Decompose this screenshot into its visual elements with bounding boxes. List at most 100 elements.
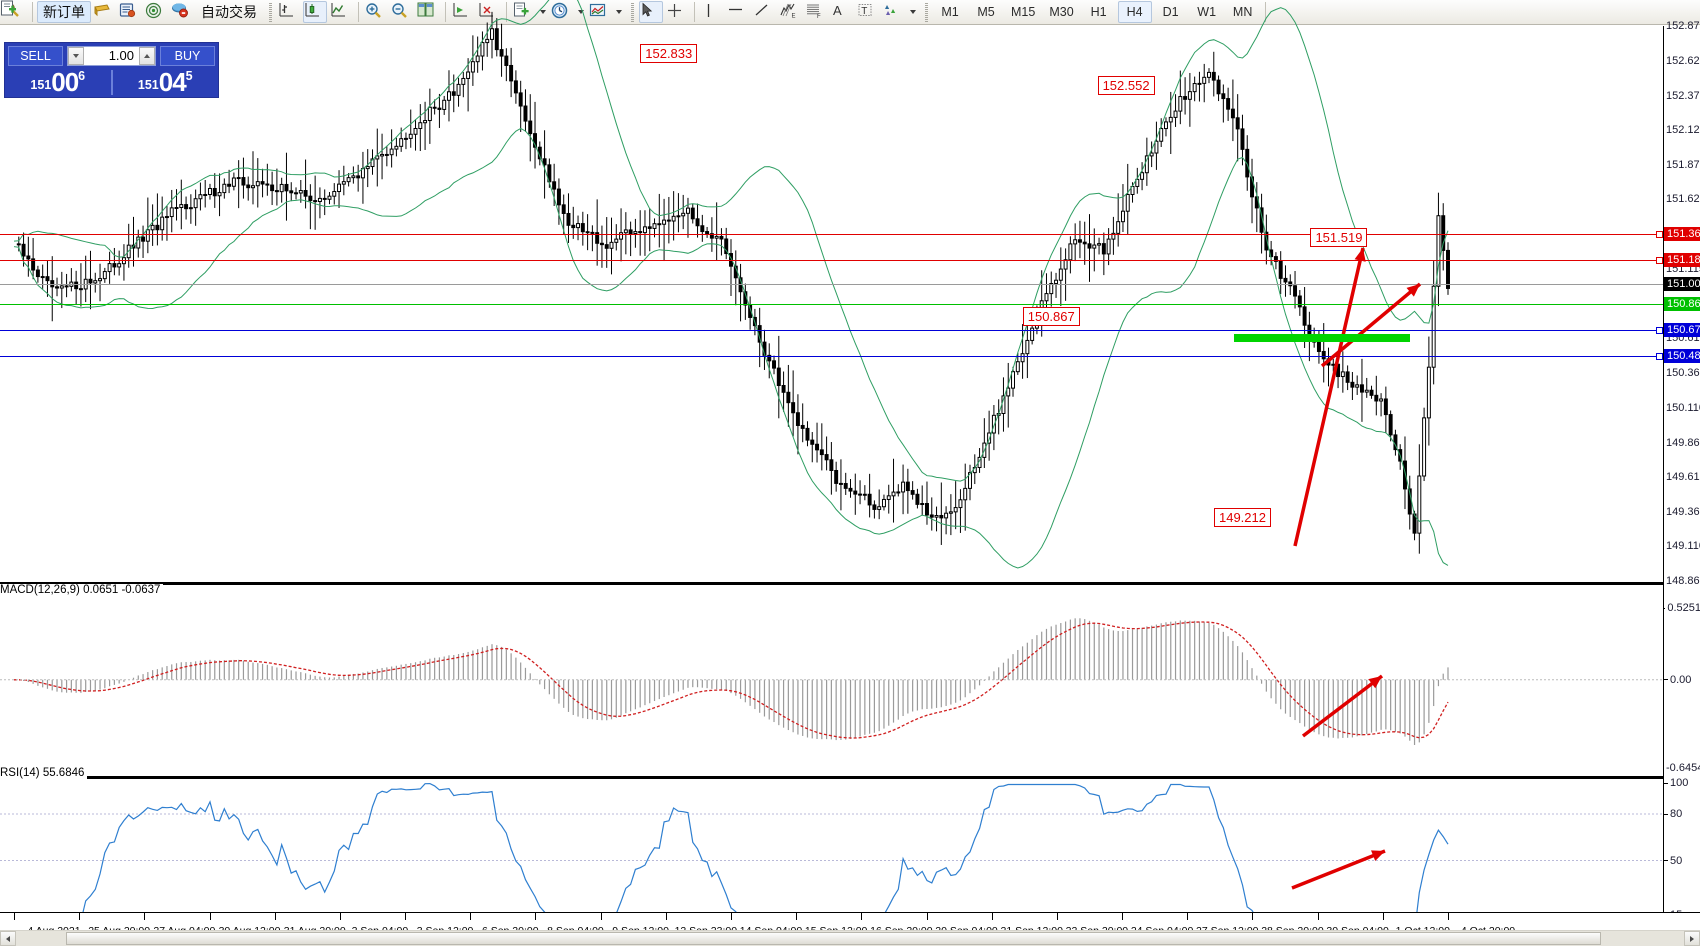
fibonacci-icon[interactable]: F <box>804 1 828 23</box>
price-level-handle[interactable] <box>1656 326 1663 334</box>
autotrading-button[interactable]: 自动交易 <box>195 1 263 23</box>
volume-value[interactable]: 1.00 <box>84 46 139 65</box>
price-level-handle[interactable] <box>1656 353 1663 361</box>
time-tick-mark <box>1448 913 1449 920</box>
toolbar-divider <box>506 2 507 22</box>
timeframe-m1[interactable]: M1 <box>941 5 959 19</box>
templates-icon[interactable] <box>512 1 536 23</box>
price-level-line-support-blue[interactable] <box>0 329 1663 331</box>
time-tick-mark <box>796 913 798 920</box>
crosshair-icon[interactable] <box>665 1 689 23</box>
indicators-dropdown-arrow[interactable] <box>613 1 625 23</box>
price-tick-label: 148.860 <box>1666 575 1700 587</box>
autotrading-icon[interactable] <box>170 1 194 23</box>
macd-tick: -0.6454 <box>1664 761 1700 775</box>
text-icon[interactable]: A <box>830 1 854 23</box>
price-level-line-support-green[interactable] <box>0 303 1663 305</box>
price-drawings[interactable] <box>0 26 1663 581</box>
scrollbar-thumb[interactable] <box>66 932 1601 945</box>
autotrading-label: 自动交易 <box>201 4 257 20</box>
timeframe-m5[interactable]: M5 <box>977 5 995 19</box>
price-level-line-last-price[interactable] <box>0 284 1663 286</box>
price-level-label-resistance[interactable]: 151.368 <box>1664 227 1700 242</box>
time-tick-mark <box>731 913 732 920</box>
volume-decrement-button[interactable] <box>68 46 84 65</box>
sell-price[interactable]: 151 00 6 <box>5 68 111 97</box>
timeframe-m15[interactable]: M15 <box>1011 5 1036 19</box>
rsi-tick: 100 <box>1664 776 1700 790</box>
toolbar-divider <box>694 2 695 22</box>
rsi-drawings[interactable] <box>0 783 1663 938</box>
price-axis[interactable]: 152.875 152.620 152.370 152.120 151.870 151.6… <box>1663 20 1700 926</box>
price-level-label-last-price[interactable]: 151.006 <box>1664 277 1700 292</box>
volume-increment-button[interactable] <box>139 46 155 65</box>
one-click-trading-panel[interactable]: SELL 1.00 BUY 151 00 6 151 04 5 <box>4 42 219 98</box>
horizontal-line-icon[interactable] <box>726 1 750 23</box>
price-level-label-support-green[interactable]: 150.867 <box>1664 296 1700 311</box>
price-annotation-label[interactable]: 152.833 <box>640 44 698 63</box>
timeframe-w1[interactable]: W1 <box>1197 5 1217 19</box>
rsi-tick-label: 100 <box>1670 777 1689 789</box>
history-icon[interactable] <box>92 1 116 23</box>
zoom-out-icon[interactable] <box>390 1 414 23</box>
candle-chart-icon[interactable] <box>303 1 327 23</box>
price-level-handle[interactable] <box>1656 256 1663 264</box>
objects-icon[interactable] <box>882 1 906 23</box>
price-level-line-support-blue[interactable] <box>0 356 1663 358</box>
toolbar-grip[interactable] <box>266 2 273 22</box>
price-level-label-support-blue[interactable]: 150.677 <box>1664 322 1700 337</box>
time-tick-mark <box>405 913 407 920</box>
navigator-icon[interactable] <box>477 1 501 23</box>
timeframe-d1[interactable]: D1 <box>1162 5 1179 19</box>
price-level-label-support-blue[interactable]: 150.487 <box>1664 349 1700 364</box>
price-pane[interactable]: 152.833 152.552 151.519 150.867 149.212 <box>0 0 1663 581</box>
price-tick: 149.360 <box>1664 505 1700 519</box>
sell-button[interactable]: SELL <box>8 45 63 66</box>
price-tick: 152.620 <box>1664 54 1700 68</box>
scroll-left-button[interactable] <box>0 931 16 946</box>
line-chart-icon[interactable] <box>329 1 353 23</box>
price-level-handle[interactable] <box>1656 231 1663 239</box>
timeframe-mn[interactable]: MN <box>1232 5 1253 19</box>
macd-pane[interactable]: MACD(12,26,9) 0.0651 -0.0637 <box>0 584 1663 768</box>
indicators-icon[interactable] <box>588 1 612 23</box>
macd-tick: 0.00 <box>1664 673 1700 687</box>
price-level-line-resistance[interactable] <box>0 259 1663 261</box>
time-tick-mark <box>926 913 928 920</box>
price-annotation-label[interactable]: 150.867 <box>1022 307 1080 326</box>
timeframe-h4[interactable]: H4 <box>1117 1 1152 23</box>
price-annotation-label[interactable]: 152.552 <box>1097 76 1155 95</box>
trade-panel-prices: 151 00 6 151 04 5 <box>5 68 218 97</box>
buy-button[interactable]: BUY <box>160 45 215 66</box>
trend-line-icon[interactable] <box>752 1 776 23</box>
tile-windows-icon[interactable] <box>416 1 440 23</box>
price-level-label-resistance[interactable]: 151.185 <box>1664 252 1700 267</box>
timeframe-h1[interactable]: H1 <box>1090 5 1107 19</box>
timeframe-m30[interactable]: M30 <box>1049 5 1074 19</box>
zoom-in-icon[interactable] <box>364 1 388 23</box>
new-order-button[interactable]: 新订单 <box>1 0 91 23</box>
buy-price[interactable]: 151 04 5 <box>113 68 219 97</box>
signals-icon[interactable] <box>144 1 168 23</box>
scroll-right-button[interactable] <box>1684 931 1700 946</box>
price-level-line-resistance[interactable] <box>0 234 1663 236</box>
news-icon[interactable] <box>118 1 142 23</box>
price-candles <box>13 0 1450 569</box>
toolbar-grip[interactable] <box>628 2 635 22</box>
price-annotation-label[interactable]: 149.212 <box>1213 508 1271 527</box>
period-icon[interactable] <box>550 1 574 23</box>
data-window-icon[interactable] <box>451 1 475 23</box>
price-annotation-label[interactable]: 151.519 <box>1310 228 1368 247</box>
toolbar-grip[interactable] <box>922 2 929 22</box>
cursor-icon[interactable] <box>639 1 663 23</box>
objects-dropdown-arrow[interactable] <box>907 1 919 23</box>
volume-stepper[interactable]: 1.00 <box>67 45 156 66</box>
elliott-wave-icon[interactable]: E <box>778 1 802 23</box>
text-label-icon[interactable]: T <box>856 1 880 23</box>
buy-price-integer: 151 <box>137 78 159 92</box>
bar-chart-icon[interactable] <box>277 1 301 23</box>
vertical-line-icon[interactable] <box>700 1 724 23</box>
macd-drawings[interactable] <box>0 608 1663 768</box>
horizontal-scrollbar[interactable] <box>0 930 1700 946</box>
